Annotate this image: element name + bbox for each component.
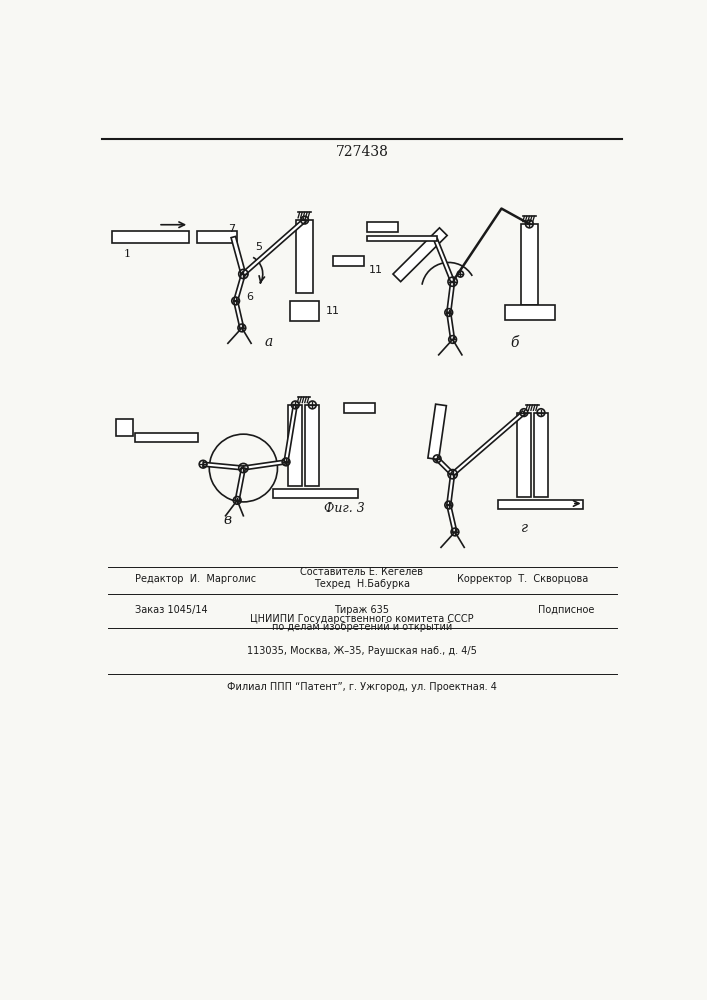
Text: в: в xyxy=(224,513,232,527)
Text: 727438: 727438 xyxy=(336,145,388,159)
Polygon shape xyxy=(447,474,455,505)
Bar xyxy=(135,433,199,442)
Text: 1: 1 xyxy=(124,249,131,259)
Bar xyxy=(288,405,303,486)
Text: по делам изобретений и открытий: по делам изобретений и открытий xyxy=(271,622,452,632)
Bar xyxy=(332,256,363,266)
Polygon shape xyxy=(447,505,457,532)
Polygon shape xyxy=(284,405,297,462)
Polygon shape xyxy=(451,411,525,476)
Polygon shape xyxy=(436,457,454,476)
Text: Составитель Е. Кегелев: Составитель Е. Кегелев xyxy=(300,567,423,577)
Text: Заказ 1045/14: Заказ 1045/14 xyxy=(135,605,207,615)
Text: 11: 11 xyxy=(325,306,339,316)
Text: Редактор  И.  Марголис: Редактор И. Марголис xyxy=(135,574,256,584)
Bar xyxy=(296,220,313,293)
Text: Корректор  Т.  Скворцова: Корректор Т. Скворцова xyxy=(457,574,588,584)
Text: 113035, Москва, Ж–35, Раушская наб., д. 4/5: 113035, Москва, Ж–35, Раушская наб., д. … xyxy=(247,646,477,656)
Bar xyxy=(305,405,320,486)
Polygon shape xyxy=(243,460,286,470)
Polygon shape xyxy=(231,236,245,275)
Text: Тираж 635: Тираж 635 xyxy=(334,605,390,615)
Text: 5: 5 xyxy=(255,242,262,252)
Bar xyxy=(368,236,437,241)
Polygon shape xyxy=(203,462,243,470)
Text: 6: 6 xyxy=(246,292,253,302)
Polygon shape xyxy=(235,468,245,501)
Bar xyxy=(521,224,538,305)
Polygon shape xyxy=(447,281,455,313)
Text: б: б xyxy=(510,336,519,350)
Bar xyxy=(112,231,189,243)
Bar xyxy=(197,231,237,243)
Text: Фиг. 3: Фиг. 3 xyxy=(324,502,365,515)
Bar xyxy=(273,489,358,498)
Polygon shape xyxy=(428,404,446,460)
Text: 7: 7 xyxy=(228,224,235,234)
Polygon shape xyxy=(234,273,245,301)
Text: Филиал ППП “Патент”, г. Ужгород, ул. Проектная. 4: Филиал ППП “Патент”, г. Ужгород, ул. Про… xyxy=(227,682,497,692)
Text: ЦНИИПИ Государственного комитета СССР: ЦНИИПИ Государственного комитета СССР xyxy=(250,614,474,624)
Bar xyxy=(344,403,375,413)
Bar xyxy=(290,301,320,321)
Bar xyxy=(517,413,531,497)
Text: a: a xyxy=(265,335,273,349)
Bar xyxy=(368,222,398,232)
Polygon shape xyxy=(242,219,306,275)
Bar xyxy=(534,413,548,497)
Text: Подписное: Подписное xyxy=(538,605,595,615)
Text: Техред  Н.Бабурка: Техред Н.Бабурка xyxy=(314,579,410,589)
Polygon shape xyxy=(447,312,455,340)
Text: 11: 11 xyxy=(369,265,383,275)
Polygon shape xyxy=(434,239,455,282)
Bar xyxy=(115,419,132,436)
Polygon shape xyxy=(393,228,447,282)
Bar xyxy=(506,305,555,320)
Bar xyxy=(498,500,583,509)
Text: г: г xyxy=(521,521,528,535)
Polygon shape xyxy=(234,301,244,328)
